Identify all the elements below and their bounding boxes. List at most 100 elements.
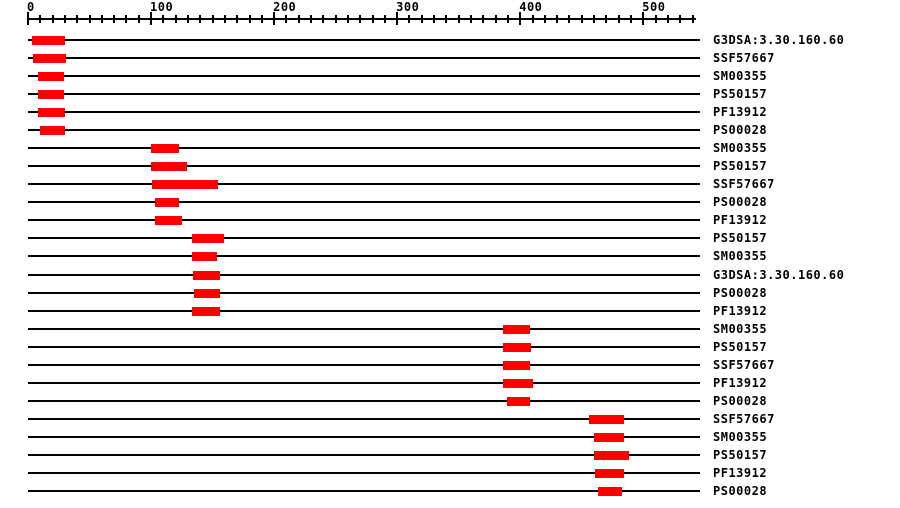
row-backbone-line [28,201,700,204]
domain-box [192,270,220,280]
row-backbone-line [28,417,700,420]
ruler-tick-label: 0 [27,0,35,14]
domain-box [152,180,218,190]
ruler-tick-minor [310,15,313,23]
ruler-tick-minor [543,15,546,23]
row-label: PS50157 [713,339,768,354]
ruler-tick-minor [186,15,189,23]
domain-box [191,306,220,316]
domain-box [506,396,531,406]
ruler-tick-major [150,12,153,25]
ruler-tick-label: 200 [273,0,297,14]
ruler-tick-minor [39,15,42,23]
ruler-tick-major [273,12,276,25]
row-backbone-line [28,57,700,60]
domain-box [31,36,65,45]
row-backbone-line [28,237,700,240]
row-backbone-line [28,93,700,96]
ruler-tick-minor [568,15,571,23]
domain-box [594,450,629,460]
domain-box [154,198,180,208]
ruler-tick-label: 400 [519,0,543,14]
ruler-tick-major [396,12,399,25]
row-label: SM00355 [713,429,768,444]
row-backbone-line [28,363,700,366]
row-backbone-line [28,453,700,456]
ruler-tick-minor [359,15,362,23]
ruler-line [28,18,697,20]
domain-box [154,216,182,226]
domain-box [191,252,218,262]
ruler-tick-minor [666,15,669,23]
ruler-tick-label: 300 [396,0,420,14]
row-backbone-line [28,39,700,41]
ruler-tick-minor [445,15,448,23]
row-label: PS00028 [713,195,768,210]
row-label: PF13912 [713,213,768,228]
row-backbone-line [28,147,700,150]
ruler-tick-minor [691,15,694,23]
row-backbone-line [28,435,700,438]
row-backbone-line [28,327,700,330]
row-label: PS00028 [713,393,768,408]
row-label: G3DSA:3.30.160.60 [713,33,845,47]
ruler-tick-minor [470,15,473,23]
ruler-tick-minor [260,15,263,23]
row-backbone-line [28,183,700,186]
ruler-tick-minor [654,15,657,23]
row-label: PF13912 [713,375,768,390]
domain-box [594,432,624,442]
row-label: G3DSA:3.30.160.60 [713,267,845,282]
domain-box [503,342,532,352]
domain-box [503,324,531,334]
ruler-tick-minor [605,15,608,23]
row-backbone-line [28,471,700,474]
ruler-tick-minor [174,15,177,23]
row-label: PS50157 [713,231,768,246]
row-label: PS00028 [713,285,768,300]
ruler-tick-label: 500 [642,0,666,14]
row-label: PS00028 [713,484,768,498]
domain-box [32,54,67,64]
ruler-tick-minor [88,15,91,23]
domain-box [503,378,533,388]
domain-box [194,288,220,298]
ruler-tick-minor [371,15,374,23]
ruler-tick-minor [63,15,66,23]
ruler-tick-minor [285,15,288,23]
ruler-tick-major [519,12,522,25]
ruler-tick-minor [125,15,128,23]
ruler-tick-minor [297,15,300,23]
domain-box [151,144,180,154]
row-backbone-line [28,165,700,168]
domain-box [37,72,64,82]
row-backbone-line [28,490,700,492]
domain-box [191,234,224,244]
ruler-tick-minor [580,15,583,23]
ruler-tick-minor [223,15,226,23]
domain-box [597,487,623,496]
row-label: SSF57667 [713,357,775,372]
domain-box [40,126,65,136]
row-label: PF13912 [713,303,768,318]
ruler-tick-minor [420,15,423,23]
row-backbone-line [28,345,700,348]
domain-box [37,108,65,118]
ruler-tick-minor [482,15,485,23]
ruler-tick-minor [248,15,251,23]
ruler-tick-major [642,12,645,25]
row-label: PS50157 [713,87,768,102]
ruler-tick-minor [617,15,620,23]
row-label: SSF57667 [713,177,775,192]
ruler-tick-minor [113,15,116,23]
ruler-tick-minor [433,15,436,23]
ruler-tick-minor [556,15,559,23]
row-label: PS50157 [713,447,768,462]
ruler-tick-minor [346,15,349,23]
row-backbone-line [28,309,700,312]
row-label: SSF57667 [713,411,775,426]
row-backbone-line [28,399,700,402]
ruler-tick-minor [593,15,596,23]
row-label: PS00028 [713,123,768,138]
